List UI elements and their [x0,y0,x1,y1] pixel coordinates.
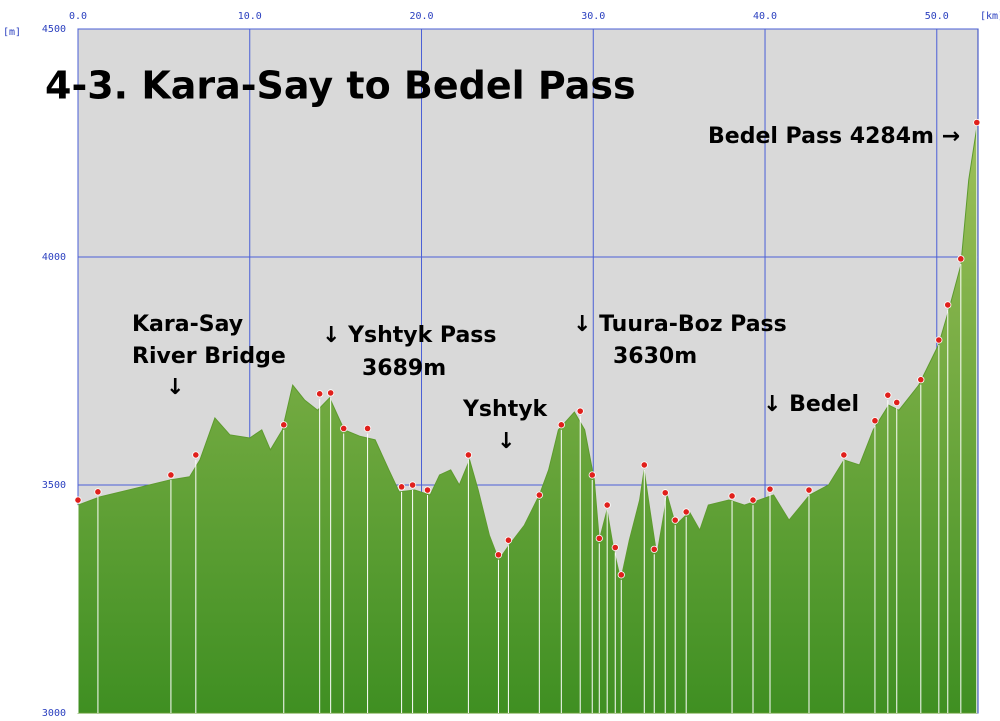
waypoint-pin [661,489,669,497]
waypoint-pin [464,451,473,459]
x-tick-label: 0.0 [69,11,87,22]
annotation: ↓ Yshtyk Pass [322,323,497,348]
annotation: Kara-Say [132,312,243,337]
waypoint-pin [603,501,611,509]
waypoint-pin [944,301,952,309]
waypoint-pin [397,483,406,491]
annotation: 3689m [362,356,446,381]
waypoint-pin [316,390,324,398]
waypoint-pin [595,534,603,542]
x-tick-label: 50.0 [925,11,949,22]
waypoint-pin [557,421,565,429]
annotation: 3630m [613,344,697,369]
waypoint-pin [728,492,736,500]
annotation: River Bridge [132,344,286,369]
waypoint-pin [871,417,879,425]
waypoint-pin [617,571,625,579]
y-tick-label: 4000 [42,252,66,263]
waypoint-pin [957,255,965,263]
waypoint-pin [749,496,757,504]
waypoint-pin [588,471,596,479]
annotation: Bedel Pass 4284m → [708,124,960,149]
waypoint-pin [167,471,175,479]
waypoint-pin [280,421,288,429]
waypoint-pin [917,376,925,384]
waypoint-pin [973,118,981,127]
waypoint-pin [682,508,690,516]
waypoint-pin [840,451,848,459]
x-tick-label: 30.0 [581,11,605,22]
y-axis-label: [m] [3,27,21,38]
waypoint-pin [805,486,813,494]
waypoint-pin [340,424,348,433]
waypoint-pin [576,407,584,415]
x-tick-label: 10.0 [238,11,262,22]
annotation: ↓ Bedel [763,392,859,417]
waypoint-pin [766,485,774,493]
waypoint-pin [363,424,372,433]
x-tick-label: 20.0 [409,11,433,22]
waypoint-pin [671,516,679,524]
waypoint-pin [423,486,432,494]
x-axis-label: [km] [980,11,1000,22]
waypoint-pin [94,488,102,496]
waypoint-pin [494,551,503,559]
annotation: ↓ Tuura-Boz Pass [573,312,787,337]
waypoint-pin [884,391,892,399]
annotation: Yshtyk [462,397,549,422]
chart-title: 4-3. Kara-Say to Bedel Pass [45,64,636,108]
waypoint-pin [408,481,417,489]
waypoint-pin [650,545,658,553]
waypoint-pin [74,496,82,504]
labels: 0.0 10.0 20.0 30.0 40.0 50.0 3000 3500 4000 4500 [… [3,11,1000,719]
annotation: ↓ [166,375,184,400]
x-tick-label: 40.0 [753,11,777,22]
waypoint-pin [504,536,513,544]
y-tick-label: 3000 [42,708,66,717]
annotation: ↓ [497,429,515,454]
waypoint-pin [935,336,943,344]
marks [74,118,981,714]
waypoint-pin [535,491,543,499]
elevation-area [77,127,978,714]
waypoint-pin [611,543,619,552]
waypoint-pin [327,389,335,397]
waypoint-pin [893,398,901,407]
y-tick-label: 4500 [42,24,66,35]
y-tick-label: 3500 [42,480,66,491]
waypoint-pin [640,461,648,469]
waypoint-pin [192,451,200,459]
